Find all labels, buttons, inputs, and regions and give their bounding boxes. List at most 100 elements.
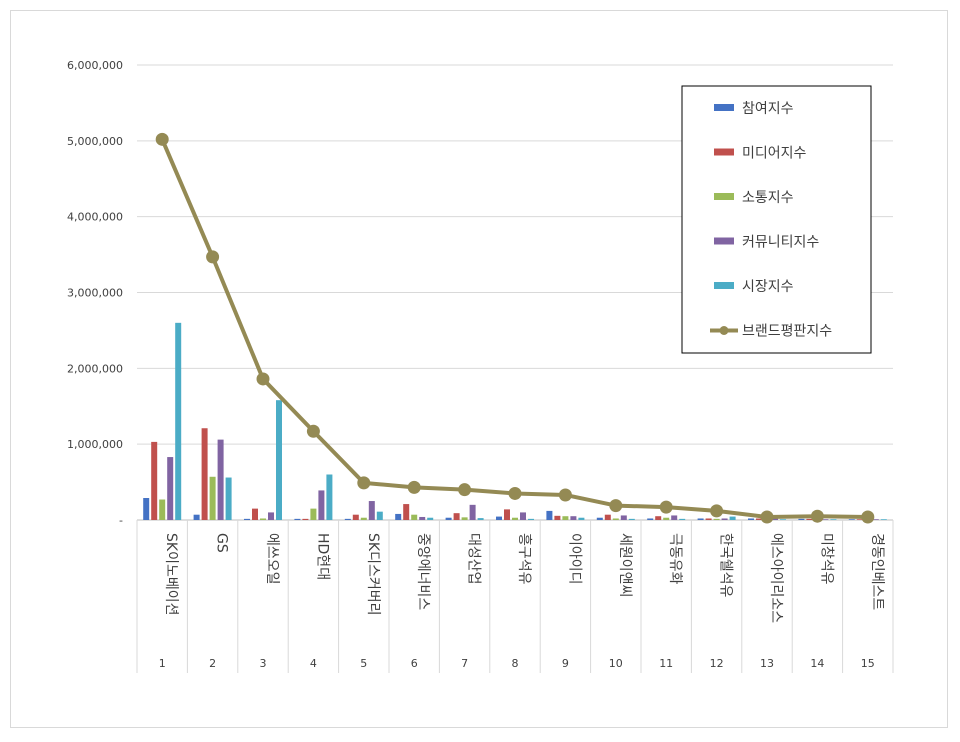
x-rank-label: 9	[562, 657, 569, 670]
bar	[453, 513, 460, 520]
x-company-label: 세원이앤씨	[617, 533, 633, 597]
x-rank-label: 15	[861, 657, 875, 670]
x-company-label: 경동인베스트	[869, 533, 885, 610]
legend-swatch	[714, 148, 734, 156]
legend-swatch	[714, 193, 734, 200]
y-axis: - 1,000,000 2,000,000 3,000,000 4,000,000 5,0…	[67, 59, 123, 527]
bar	[260, 518, 266, 520]
bar	[268, 512, 274, 520]
bar	[647, 518, 654, 520]
y-tick-label: 6,000,000	[67, 59, 123, 72]
x-rank-label: 5	[360, 657, 367, 670]
line-point	[407, 480, 421, 494]
x-company-label: 대성산업	[466, 533, 482, 585]
bar	[151, 441, 158, 520]
line-point	[810, 509, 824, 523]
bar	[403, 504, 410, 520]
bar	[628, 518, 635, 520]
line-point	[659, 500, 673, 514]
bar	[520, 512, 526, 520]
line-point	[609, 499, 623, 513]
y-tick-label: 3,000,000	[67, 287, 123, 300]
bar	[477, 518, 484, 520]
bar	[427, 517, 434, 520]
bar	[554, 515, 561, 520]
x-rank-label: 1	[159, 657, 166, 670]
bar	[217, 439, 224, 520]
bar	[604, 514, 611, 520]
x-axis: SK이노베이션 GS 에쓰오일 HD현대 SK디스커버리 중앙에너비스 대성산업 흥구석유 이아…	[136, 519, 894, 673]
line-point	[760, 510, 774, 524]
line-point	[155, 132, 169, 146]
bar	[376, 511, 383, 520]
line-point	[357, 476, 371, 490]
bar	[880, 519, 887, 520]
legend-swatch	[714, 282, 734, 289]
bar	[201, 428, 208, 520]
x-company-label: 극동유화	[667, 533, 683, 585]
bar	[830, 519, 837, 520]
y-tick-label: 5,000,000	[67, 135, 123, 148]
line-point	[458, 483, 472, 497]
bar	[512, 517, 518, 520]
x-rank-label: 8	[512, 657, 519, 670]
bar	[822, 519, 829, 520]
bar	[244, 518, 250, 520]
bar	[772, 518, 778, 520]
x-company-label: 한국쉘석유	[718, 533, 734, 598]
bar	[276, 400, 282, 520]
legend-label: 소통지수	[742, 190, 794, 206]
x-company-label: 이아이디	[566, 533, 582, 585]
bar	[310, 508, 317, 520]
x-company-label: 흥구석유	[516, 533, 532, 585]
legend-label: 커뮤니티지수	[742, 235, 819, 251]
y-tick-label: -	[119, 514, 123, 527]
x-company-label: 중앙에너비스	[415, 533, 431, 610]
bar	[578, 517, 585, 520]
bar	[360, 517, 367, 520]
legend-swatch	[714, 237, 734, 245]
line-point	[861, 510, 875, 524]
bar	[748, 518, 754, 520]
legend-label: 참여지수	[742, 101, 794, 117]
x-rank-label: 14	[810, 657, 824, 670]
bar	[856, 519, 863, 520]
x-rank-label: 2	[209, 657, 216, 670]
line-point	[306, 424, 320, 438]
legend-label: 미디어지수	[742, 146, 807, 162]
y-tick-label: 4,000,000	[67, 211, 123, 224]
y-tick-label: 1,000,000	[67, 438, 123, 451]
legend-marker	[719, 326, 729, 335]
bar	[252, 508, 258, 520]
bar	[419, 516, 426, 520]
bar	[721, 518, 728, 520]
x-company-label: 에쓰오일	[264, 533, 280, 585]
line-point	[256, 372, 270, 386]
bar	[679, 518, 686, 520]
bar	[596, 517, 603, 520]
line-point	[710, 504, 724, 518]
legend-swatch	[714, 104, 734, 111]
chart-frame: - 1,000,000 2,000,000 3,000,000 4,000,000 5,0…	[10, 10, 948, 728]
bar	[167, 457, 174, 520]
x-rank-label: 7	[461, 657, 468, 670]
x-rank-label: 12	[710, 657, 724, 670]
bar	[546, 510, 553, 520]
bar	[562, 516, 569, 520]
bar	[713, 518, 720, 520]
bar	[612, 518, 619, 520]
bar	[528, 518, 534, 520]
bar	[655, 516, 662, 520]
line-series	[155, 132, 875, 524]
y-tick-label: 2,000,000	[67, 362, 123, 375]
x-company-label: SK디스커버리	[365, 533, 381, 615]
bar	[302, 518, 309, 520]
legend-label: 시장지수	[742, 279, 794, 295]
bar	[780, 519, 786, 520]
bar	[159, 499, 166, 520]
x-company-label: 미창석유	[818, 533, 834, 585]
x-company-label: GS	[214, 533, 230, 553]
bar	[175, 322, 182, 520]
bar	[344, 518, 351, 520]
x-rank-label: 3	[260, 657, 267, 670]
